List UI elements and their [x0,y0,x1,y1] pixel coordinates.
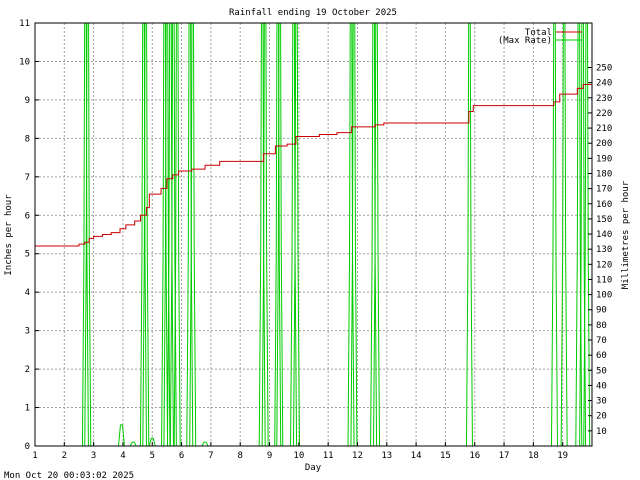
x-tick-label: 3 [91,451,96,461]
y2-tick-label: 60 [596,351,607,361]
y-tick-label: 6 [25,211,30,221]
x-tick-label: 16 [469,451,480,461]
y-tick-label: 5 [25,250,30,260]
y2-tick-label: 20 [596,412,607,422]
y2-tick-label: 240 [596,79,612,89]
y2-tick-label: 120 [596,260,612,270]
y2-tick-label: 100 [596,291,612,301]
y-tick-label: 9 [25,96,30,106]
y-tick-label: 7 [25,173,30,183]
y-tick-label: 1 [25,404,30,414]
y2-tick-label: 110 [596,275,612,285]
y2-tick-label: 210 [596,124,612,134]
max-rate-bump [201,441,209,447]
y-axis-ticks: 0 1 2 3 4 5 6 7 8 9 10 11 [19,19,39,452]
legend: Total (Max Rate) [498,28,582,46]
x-axis-label: Day [305,463,322,473]
y2-tick-label: 150 [596,215,612,225]
x-tick-label: 5 [150,451,155,461]
x-tick-label: 19 [557,451,568,461]
chart-title: Rainfall ending 19 October 2025 [229,8,397,18]
x-tick-label: 10 [293,451,304,461]
y-axis-label: Inches per hour [4,194,14,276]
x-tick-label: 8 [237,451,242,461]
x-tick-label: 9 [267,451,272,461]
x-tick-label: 2 [62,451,67,461]
grid [35,23,592,446]
y2-tick-label: 190 [596,154,612,164]
max-rate-bump [117,424,125,447]
x-tick-label: 12 [352,451,363,461]
y-tick-label: 10 [19,57,30,67]
x-tick-label: 13 [381,451,392,461]
legend-label-total: Total [525,28,552,38]
y2-axis-ticks: 10 20 30 40 50 60 70 80 90 100 110 120 130 140 150 160 1… [588,64,612,437]
y2-tick-label: 90 [596,306,607,316]
y-tick-label: 2 [25,365,30,375]
y2-tick-label: 230 [596,94,612,104]
y2-tick-label: 170 [596,185,612,195]
y2-tick-label: 160 [596,200,612,210]
y2-tick-label: 220 [596,109,612,119]
x-tick-label: 15 [440,451,451,461]
x-tick-label: 1 [32,451,37,461]
generated-timestamp: Mon Oct 20 00:03:02 2025 [4,471,134,480]
x-tick-label: 11 [323,451,334,461]
y2-tick-label: 70 [596,336,607,346]
series-layer [35,22,592,447]
y-tick-label: 3 [25,327,30,337]
y2-tick-label: 180 [596,169,612,179]
y2-tick-label: 130 [596,245,612,255]
max-rate-bump [148,437,156,447]
y2-tick-label: 40 [596,381,607,391]
max-rate-bump [129,441,137,447]
y-tick-label: 8 [25,134,30,144]
y2-tick-label: 30 [596,397,607,407]
y2-tick-label: 50 [596,366,607,376]
x-tick-label: 4 [120,451,125,461]
y2-tick-label: 250 [596,64,612,74]
y-tick-label: 11 [19,19,30,29]
y2-tick-label: 80 [596,321,607,331]
legend-label-max-rate: (Max Rate) [498,36,552,46]
x-tick-label: 6 [179,451,184,461]
y2-axis-label: Millimetres per hour [621,180,631,289]
x-tick-label: 18 [528,451,539,461]
x-axis-ticks: 1 2 3 4 5 6 7 8 9 10 11 12 13 14 15 16 17 18 19 [32,442,568,461]
total-line [35,84,592,247]
y-tick-label: 0 [25,442,30,452]
x-tick-label: 17 [499,451,510,461]
x-tick-label: 14 [411,451,422,461]
x-tick-label: 7 [208,451,213,461]
y2-tick-label: 10 [596,427,607,437]
y2-tick-label: 140 [596,230,612,240]
y-tick-label: 4 [25,288,30,298]
y2-tick-label: 200 [596,139,612,149]
